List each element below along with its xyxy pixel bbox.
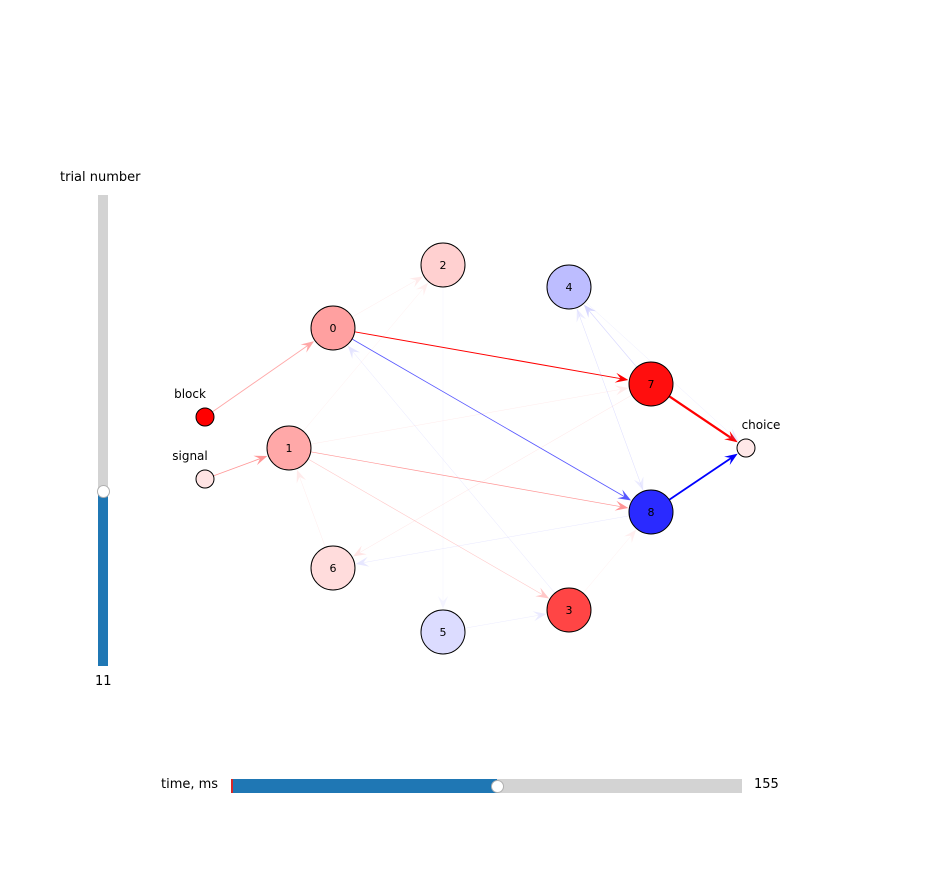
hidden-node-label: 6 — [330, 562, 337, 575]
hidden-node-label: 8 — [648, 506, 655, 519]
edge-arrowhead — [352, 545, 367, 557]
edge-arrowhead — [624, 529, 637, 543]
input-node-circle — [195, 469, 215, 489]
edge-1-to-2 — [302, 282, 429, 432]
edge-arrowhead — [347, 345, 360, 359]
edge-1-to-8 — [310, 451, 629, 511]
hidden-node-label: 1 — [286, 442, 293, 455]
edge-arrowhead — [576, 308, 587, 323]
time-slider-label: time, ms — [161, 777, 219, 792]
edge-7-to-choice — [668, 395, 738, 443]
hidden-node-label: 4 — [566, 281, 573, 294]
edge-arrowhead — [614, 372, 629, 383]
edge-block-to-0 — [212, 341, 315, 413]
hidden-node-6: 6 — [310, 545, 356, 591]
edge-4-to-8 — [576, 307, 644, 491]
input-node-circle — [195, 407, 215, 427]
hidden-node-label: 0 — [330, 322, 337, 335]
output-node-circle — [736, 438, 756, 458]
edge-2-to-5 — [438, 287, 448, 609]
hidden-node-circle — [546, 264, 592, 310]
trial-slider-handle[interactable] — [96, 485, 110, 499]
hidden-node-label: 7 — [648, 378, 655, 391]
edge-1-to-3 — [307, 458, 550, 599]
hidden-node-7: 7 — [628, 361, 674, 407]
edge-3-to-8 — [582, 529, 637, 594]
trial-slider-label: trial number — [60, 170, 141, 185]
hidden-node-4: 4 — [546, 264, 592, 310]
hidden-node-8: 8 — [628, 489, 674, 535]
hidden-node-0: 0 — [310, 305, 356, 351]
edge-arrowhead — [583, 304, 597, 318]
edge-arrowhead — [438, 596, 448, 609]
input-node-label: block — [174, 387, 206, 401]
edge-8-to-choice — [668, 453, 738, 501]
edge-0-to-7 — [354, 331, 629, 383]
edge-5-to-3 — [464, 611, 547, 629]
edge-arrowhead — [617, 489, 632, 501]
edge-arrowhead — [532, 611, 547, 622]
time-slider-start-marker — [231, 779, 233, 793]
hidden-node-circle — [420, 609, 466, 655]
edge-arrowhead — [296, 469, 307, 484]
edge-3-to-0 — [347, 345, 556, 594]
edge-arrowhead — [535, 587, 550, 599]
edge-0-to-8 — [351, 338, 632, 501]
edge-6-to-1 — [296, 469, 326, 548]
input-node-signal: signal — [172, 449, 215, 489]
edge-7-to-4 — [583, 304, 638, 368]
hidden-node-2: 2 — [420, 242, 466, 288]
edge-arrowhead — [725, 428, 739, 442]
edge-signal-to-1 — [213, 455, 268, 477]
edge-arrowhead — [300, 341, 315, 353]
hidden-node-circle — [628, 489, 674, 535]
trial-slider-track[interactable] — [98, 195, 108, 666]
hidden-node-label: 2 — [440, 259, 447, 272]
trial-slider-fill — [98, 491, 108, 666]
edge-arrowhead — [614, 385, 629, 396]
edge-arrowhead — [614, 500, 629, 511]
input-node-label: signal — [172, 449, 208, 463]
edge-1-to-7 — [310, 385, 629, 445]
output-node-choice: choice — [736, 418, 781, 458]
edge-arrowhead — [724, 453, 738, 465]
edge-8-to-6 — [355, 515, 630, 567]
hidden-node-circle — [266, 425, 312, 471]
edges-layer — [212, 276, 739, 629]
hidden-node-circle — [546, 587, 592, 633]
hidden-node-label: 5 — [440, 626, 447, 639]
hidden-node-circle — [628, 361, 674, 407]
hidden-node-3: 3 — [546, 587, 592, 633]
input-node-block: block — [174, 387, 215, 427]
hidden-node-circle — [310, 305, 356, 351]
hidden-node-circle — [420, 242, 466, 288]
hidden-node-circle — [310, 545, 356, 591]
edge-arrowhead — [409, 276, 424, 288]
hidden-node-5: 5 — [420, 609, 466, 655]
edge-7-to-6 — [352, 394, 633, 557]
hidden-node-label: 3 — [566, 604, 573, 617]
hidden-node-1: 1 — [266, 425, 312, 471]
edge-arrowhead — [355, 556, 370, 567]
time-slider-fill — [232, 779, 498, 793]
edge-0-to-2 — [351, 276, 424, 318]
edge-8-to-4 — [576, 308, 644, 492]
nodes-layer: 0 1 2 3 4 5 6 7 8 block signal choice — [172, 242, 781, 655]
edge-arrowhead — [253, 455, 268, 466]
output-node-label: choice — [742, 418, 781, 432]
time-slider-handle[interactable] — [490, 779, 504, 793]
edge-arrowhead — [724, 431, 738, 443]
edge-arrowhead — [415, 282, 429, 296]
time-slider-value: 155 — [754, 777, 779, 792]
edge-arrowhead — [633, 476, 644, 491]
trial-slider-value: 11 — [95, 674, 112, 689]
